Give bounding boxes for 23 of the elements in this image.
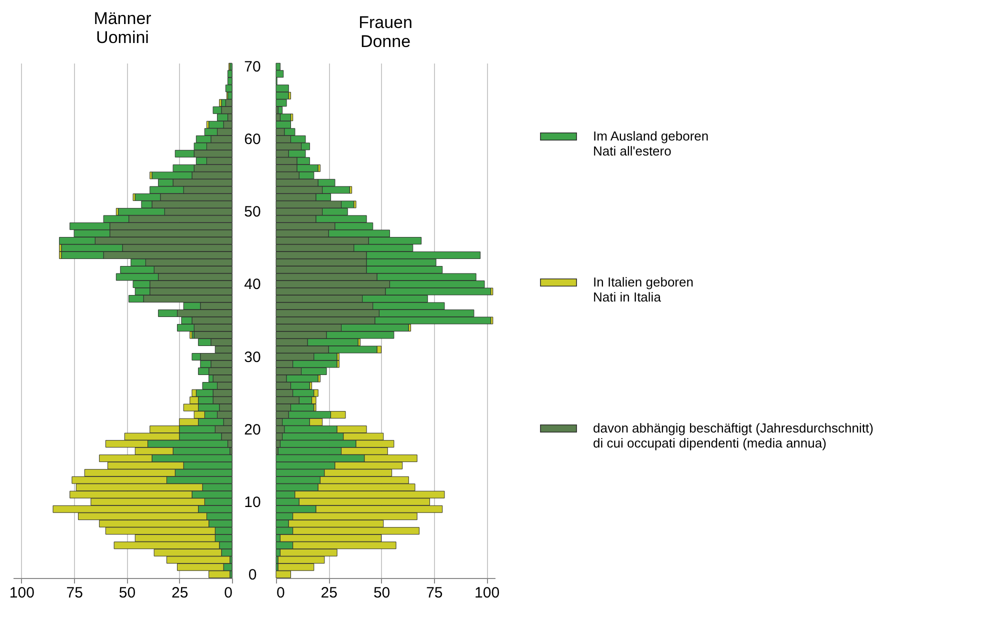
x-tick-label: 100 bbox=[9, 584, 34, 602]
y-tick-label: 10 bbox=[244, 494, 261, 511]
y-tick-label: 50 bbox=[244, 204, 261, 221]
legend-label: In Italien geboren Nati in Italia bbox=[593, 274, 694, 304]
y-tick-label: 60 bbox=[244, 131, 261, 148]
chart-title: Frauen Donne bbox=[358, 12, 412, 51]
y-tick-label: 0 bbox=[248, 566, 257, 584]
x-tick-label: 100 bbox=[474, 584, 500, 602]
y-tick-label: 30 bbox=[244, 348, 261, 366]
legend-label: davon abhängig beschäftigt (Jahresdurchschnitt) di cui occupati dipendenti (media annua) bbox=[593, 420, 874, 450]
x-tick-label: 75 bbox=[426, 584, 443, 602]
x-tick-label: 25 bbox=[172, 584, 188, 602]
x-tick-label: 50 bbox=[373, 584, 390, 602]
y-tick-label: 20 bbox=[244, 421, 261, 438]
x-tick-label: 0 bbox=[276, 584, 285, 602]
legend-label: Im Ausland geboren Nati all'estero bbox=[593, 128, 709, 158]
y-tick-label: 70 bbox=[244, 58, 261, 76]
y-tick-label: 40 bbox=[244, 276, 261, 294]
chart-title: Männer Uomini bbox=[94, 9, 152, 48]
x-tick-label: 25 bbox=[320, 584, 338, 602]
x-tick-label: 0 bbox=[224, 584, 232, 602]
x-tick-label: 50 bbox=[118, 584, 136, 602]
x-tick-label: 75 bbox=[66, 584, 83, 602]
